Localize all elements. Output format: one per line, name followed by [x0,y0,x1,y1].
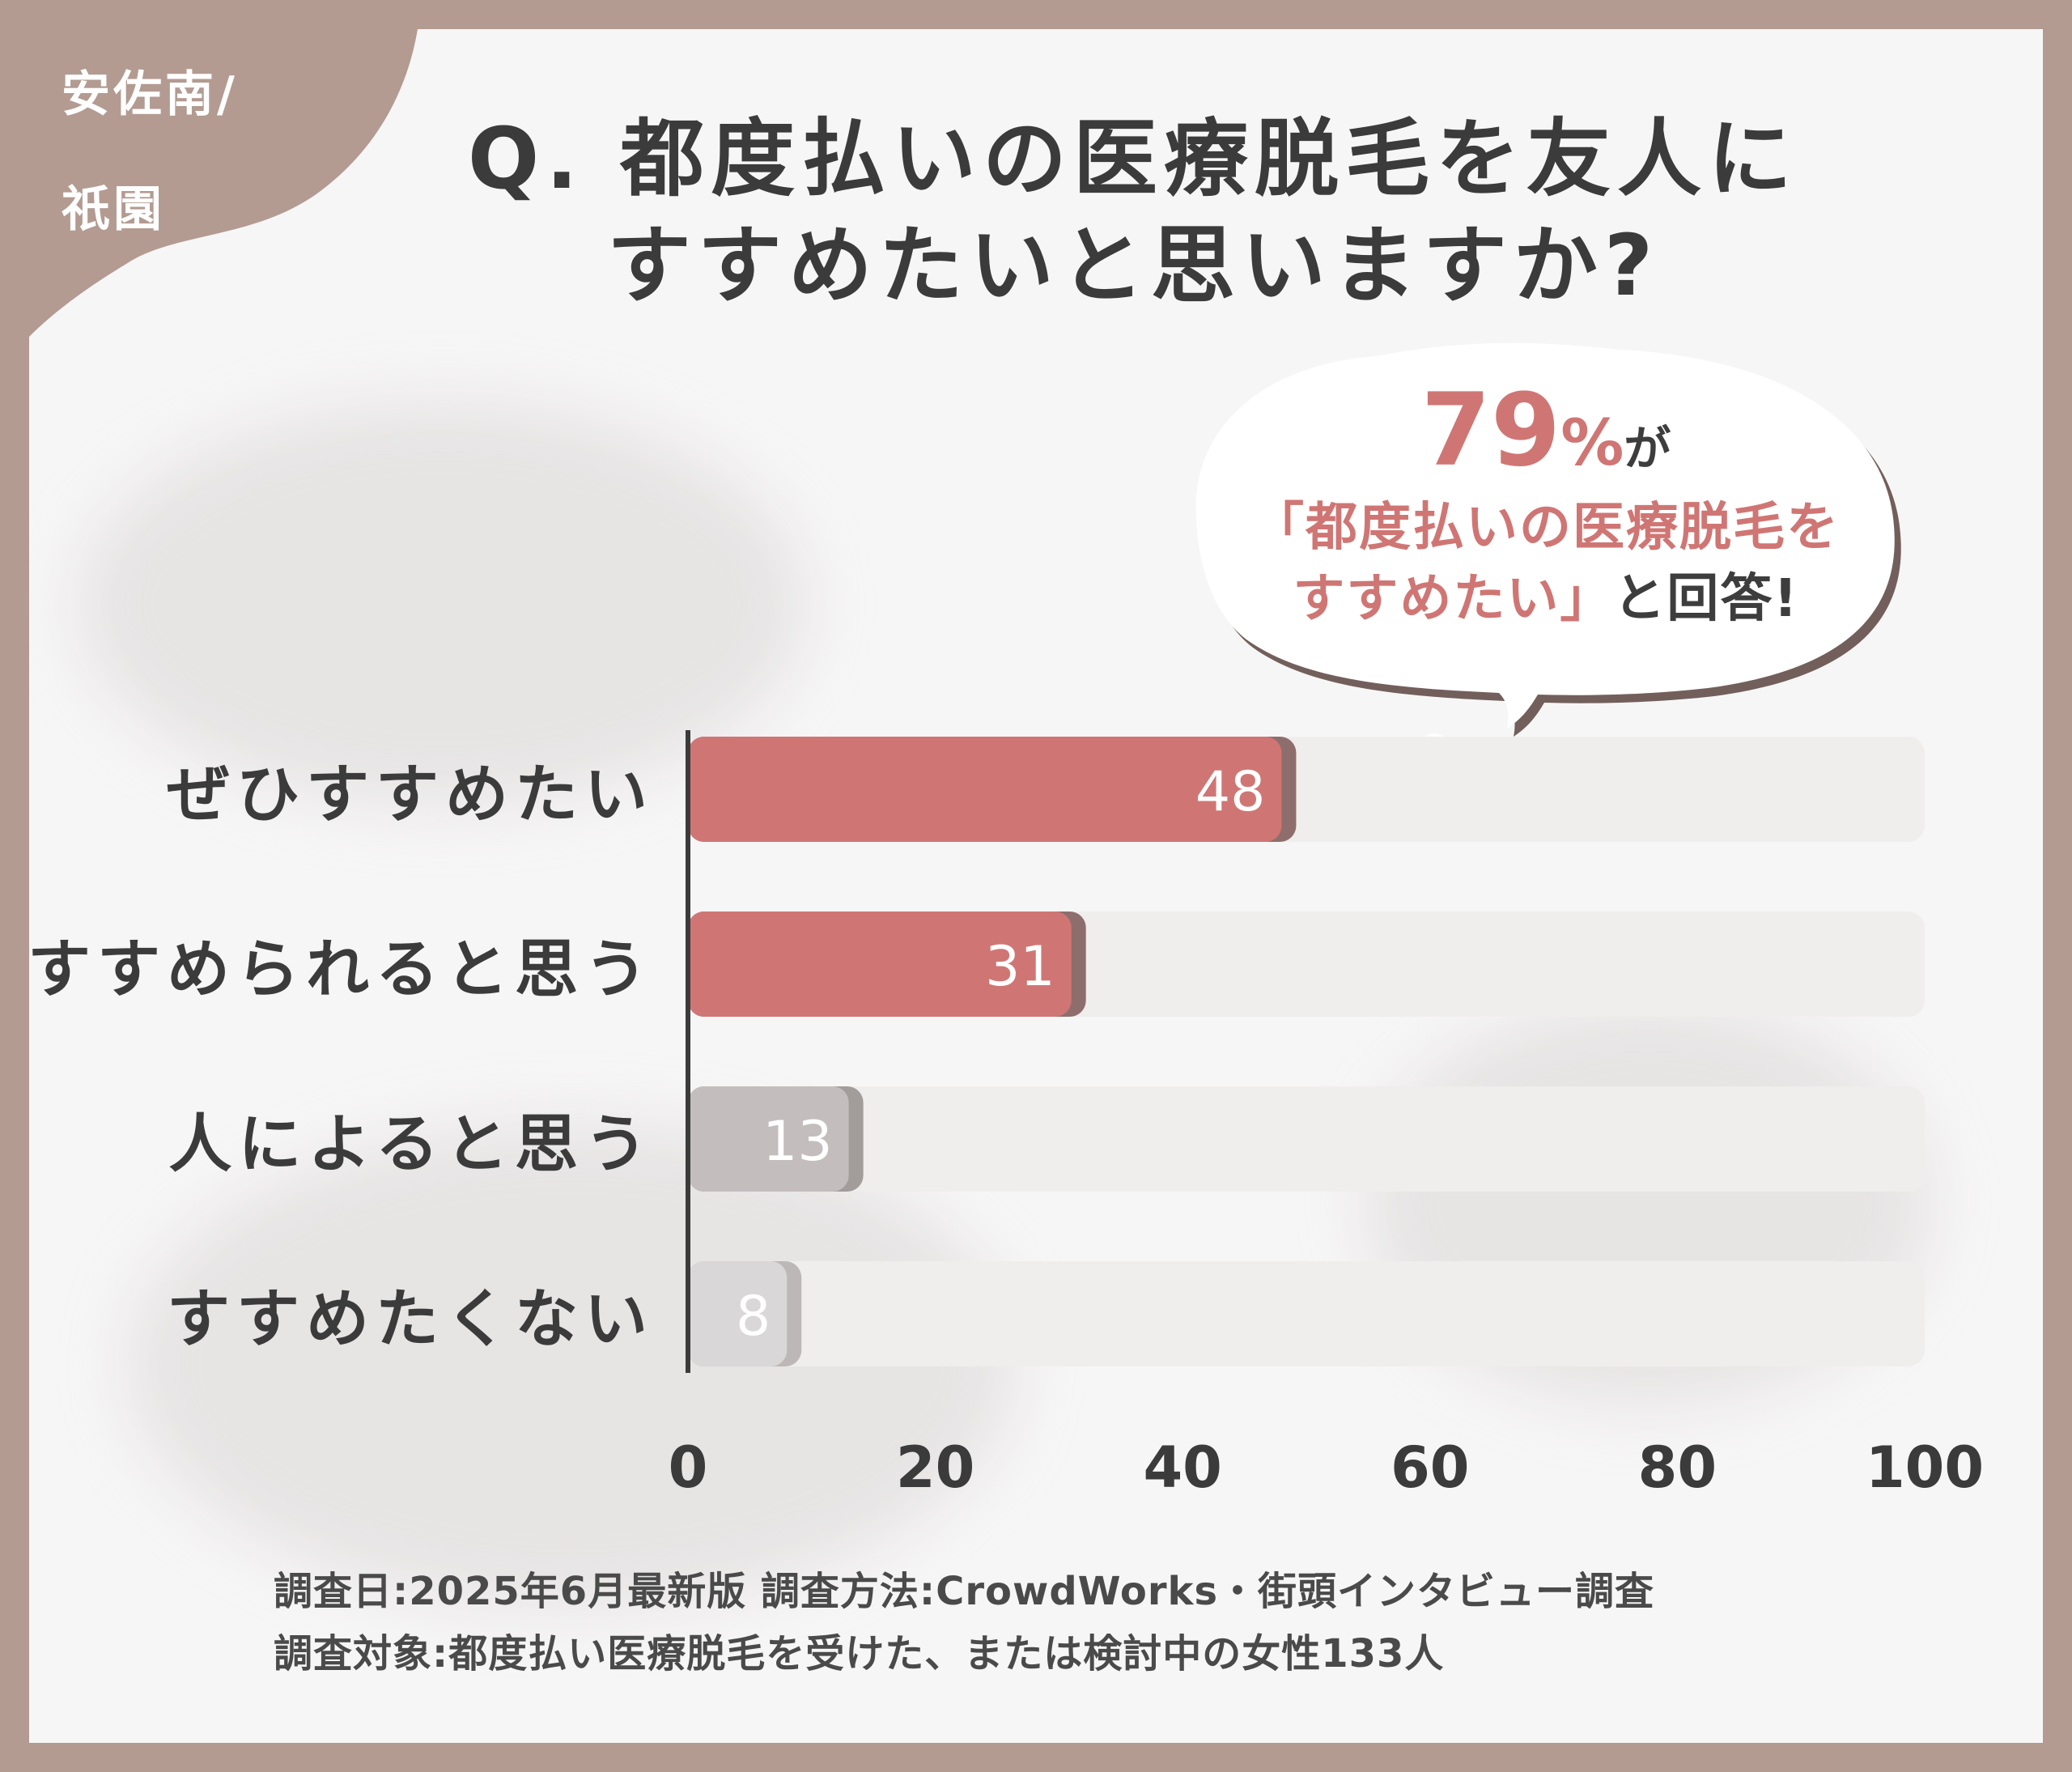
bar-value-label: 48 [1195,760,1266,824]
bar-value-label: 8 [736,1285,771,1349]
bar [688,1261,788,1366]
category-label: すすめたくない [166,1283,654,1356]
bar [688,737,1282,842]
callout-percent-sign: % [1560,407,1624,480]
callout-line-3-rest: と回答! [1613,569,1799,629]
footer-survey-info: 調査日:2025年6月最新版 調査方法:CrowdWorks・街頭インタビュー調… [274,1569,1655,1614]
callout-line-2: 「都度払いの医療脱毛を [1252,498,1840,558]
x-tick-label: 80 [1637,1434,1717,1501]
bar-value-label: 31 [985,935,1055,999]
callout-line-3: すすめたい」と回答! [1182,557,1910,631]
chart-title: Q. 都度払いの医療脱毛を友人に すすめたいと思いますか? [340,105,1926,319]
corner-text-district: 祇園 [62,181,165,238]
bar-track [688,1261,1925,1366]
category-label: すすめられると思う [27,933,654,1006]
callout-line-3-highlight: すすめたい」 [1293,569,1614,629]
category-label: ぜひすすめたい [166,759,654,831]
category-label: 人によると思う [168,1108,654,1181]
x-tick-label: 0 [668,1434,708,1501]
callout-percent-number: 79 [1420,372,1561,489]
x-tick-label: 40 [1143,1434,1222,1501]
x-tick-label: 100 [1865,1434,1985,1501]
callout-percent-suffix: が [1624,421,1671,476]
corner-text-area: 安佐南/ [62,66,238,123]
x-tick-label: 20 [895,1434,975,1501]
footer-survey-target: 調査対象:都度払い医療脱毛を受けた、または検討中の女性133人 [274,1631,1445,1676]
bar-value-label: 13 [762,1110,833,1174]
bar-track [688,1086,1925,1192]
callout: 79%が 「都度払いの医療脱毛を すすめたい」と回答! [1182,348,1910,785]
title-line-2: すすめたいと思いますか? [606,216,1660,315]
card-background [29,29,2043,1743]
background-shade [78,402,806,806]
bar [688,1086,849,1192]
x-tick-label: 60 [1391,1434,1470,1501]
title-line-1: Q. 都度払いの医療脱毛を友人に [467,109,1799,208]
corner-badge [29,29,418,337]
callout-headline: 79%が [1182,372,1910,489]
bar [688,911,1072,1017]
